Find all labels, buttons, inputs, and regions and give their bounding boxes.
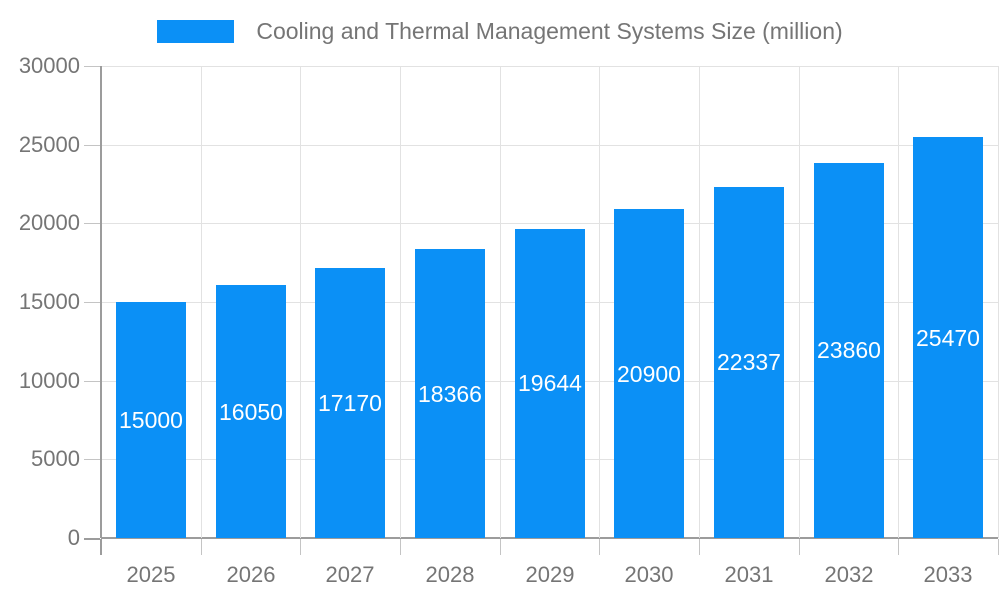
bar-value-label: 16050 bbox=[219, 399, 283, 425]
x-tick-label: 2032 bbox=[824, 562, 874, 587]
bar-value-label: 20900 bbox=[617, 361, 681, 387]
y-tick-label: 15000 bbox=[18, 289, 80, 314]
y-tick-label: 0 bbox=[67, 525, 80, 550]
bar bbox=[216, 285, 286, 538]
gridline-horizontal bbox=[101, 145, 998, 146]
bar bbox=[614, 209, 684, 538]
bar-value-label: 15000 bbox=[119, 407, 183, 433]
x-tick-label: 2031 bbox=[724, 562, 774, 587]
gridline-vertical bbox=[998, 66, 999, 538]
gridline-horizontal bbox=[101, 223, 998, 224]
x-tick-label: 2026 bbox=[226, 562, 276, 587]
gridline-vertical bbox=[400, 66, 401, 538]
bar-value-label: 25470 bbox=[916, 325, 980, 351]
bar bbox=[415, 249, 485, 538]
y-axis-tick-mark bbox=[84, 66, 100, 67]
gridline-vertical bbox=[300, 66, 301, 538]
gridline-vertical bbox=[898, 66, 899, 538]
gridline-vertical bbox=[799, 66, 800, 538]
bar bbox=[913, 137, 983, 538]
x-axis-tick-mark bbox=[699, 539, 700, 555]
bar-value-label: 17170 bbox=[318, 390, 382, 416]
gridline-vertical bbox=[699, 66, 700, 538]
y-axis-tick-mark bbox=[84, 381, 100, 382]
y-axis-tick-mark bbox=[84, 538, 100, 540]
x-tick-label: 2025 bbox=[126, 562, 176, 587]
y-axis-tick-mark bbox=[84, 459, 100, 460]
bar-value-label: 19644 bbox=[518, 370, 582, 396]
x-tick-label: 2028 bbox=[425, 562, 475, 587]
y-tick-label: 5000 bbox=[31, 446, 80, 471]
x-axis-tick-mark bbox=[201, 539, 202, 555]
x-axis-tick-mark bbox=[500, 539, 501, 555]
y-axis-line bbox=[100, 66, 102, 538]
x-tick-label: 2029 bbox=[525, 562, 575, 587]
x-tick-label: 2030 bbox=[624, 562, 674, 587]
bar bbox=[116, 302, 186, 538]
y-tick-label: 30000 bbox=[18, 53, 80, 78]
bar bbox=[814, 163, 884, 538]
gridline-vertical bbox=[500, 66, 501, 538]
y-tick-label: 10000 bbox=[18, 368, 80, 393]
bar bbox=[315, 268, 385, 538]
gridline-vertical bbox=[599, 66, 600, 538]
y-tick-label: 20000 bbox=[18, 210, 80, 235]
x-tick-label: 2027 bbox=[325, 562, 375, 587]
bar bbox=[714, 187, 784, 538]
chart-legend: Cooling and Thermal Management Systems S… bbox=[0, 18, 1000, 45]
x-axis-tick-mark bbox=[400, 539, 401, 555]
x-axis-tick-mark bbox=[799, 539, 800, 555]
x-tick-label: 2033 bbox=[923, 562, 973, 587]
x-axis-line bbox=[101, 537, 998, 539]
bar-value-label: 22337 bbox=[717, 349, 781, 375]
y-axis-tick-mark bbox=[84, 223, 100, 224]
gridline-horizontal bbox=[101, 66, 998, 67]
y-tick-label: 25000 bbox=[18, 132, 80, 157]
x-axis-tick-mark bbox=[998, 539, 999, 555]
x-axis-tick-mark bbox=[300, 539, 301, 555]
x-axis-tick-mark bbox=[100, 539, 102, 555]
x-axis-tick-mark bbox=[599, 539, 600, 555]
legend-swatch-icon bbox=[157, 20, 235, 43]
bar-value-label: 18366 bbox=[418, 381, 482, 407]
legend-label: Cooling and Thermal Management Systems S… bbox=[256, 18, 843, 44]
y-axis-tick-mark bbox=[84, 302, 100, 303]
x-axis-tick-mark bbox=[898, 539, 899, 555]
gridline-vertical bbox=[201, 66, 202, 538]
bar bbox=[515, 229, 585, 538]
y-axis-tick-mark bbox=[84, 145, 100, 146]
bar-value-label: 23860 bbox=[817, 337, 881, 363]
